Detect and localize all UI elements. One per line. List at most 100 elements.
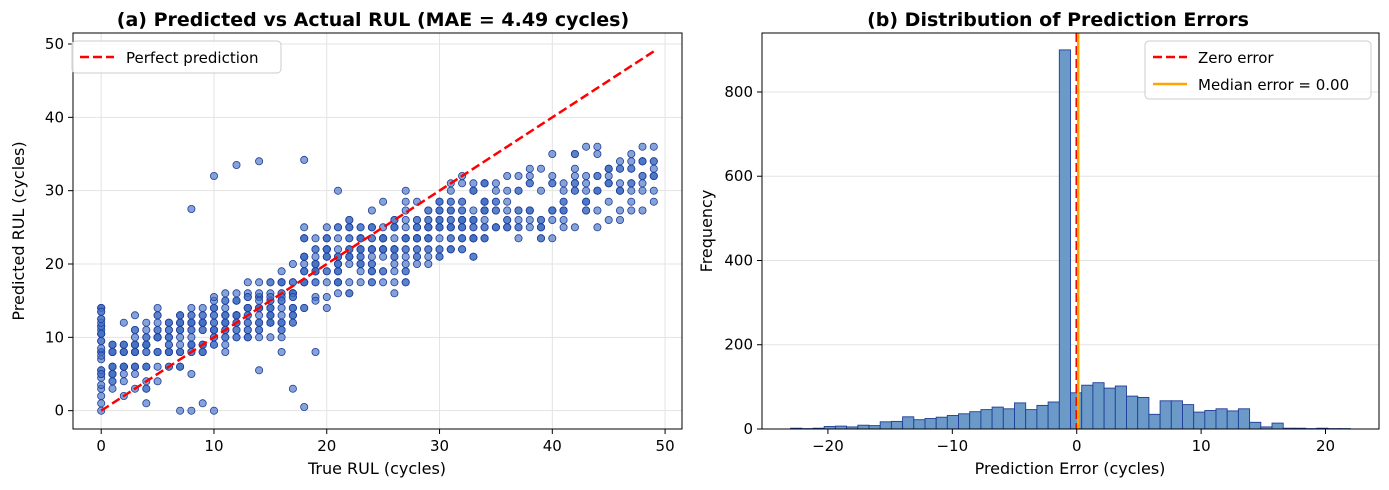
scatter-point <box>119 369 128 378</box>
scatter-point <box>582 206 591 215</box>
scatter-point <box>503 223 512 232</box>
scatter-point <box>390 278 399 287</box>
scatter-point <box>367 245 376 254</box>
scatter-point <box>176 406 185 415</box>
scatter-point <box>649 164 658 173</box>
scatter-point <box>503 215 512 224</box>
scatter-point <box>221 303 230 312</box>
scatter-point <box>390 245 399 254</box>
scatter-point <box>616 186 625 195</box>
scatter-point <box>356 278 365 287</box>
scatter-point <box>503 206 512 215</box>
scatter-point <box>176 362 185 371</box>
scatter-point <box>548 149 557 158</box>
scatter-point <box>345 252 354 261</box>
scatter-point <box>221 333 230 342</box>
scatter-point <box>649 171 658 180</box>
scatter-point <box>480 197 489 206</box>
scatter-point <box>221 340 230 349</box>
scatter-point <box>367 223 376 232</box>
scatter-point <box>333 186 342 195</box>
scatter-point <box>209 171 218 180</box>
panel-a-title: (a) Predicted vs Actual RUL (MAE = 4.49 … <box>117 9 629 31</box>
scatter-point <box>412 245 421 254</box>
scatter-point <box>108 377 117 386</box>
y-tick-label: 600 <box>724 167 753 185</box>
scatter-point <box>446 215 455 224</box>
scatter-point <box>243 333 252 342</box>
scatter-point <box>593 186 602 195</box>
scatter-point <box>570 164 579 173</box>
scatter-point <box>187 333 196 342</box>
scatter-point <box>176 347 185 356</box>
scatter-point <box>559 179 568 188</box>
x-tick-label: 10 <box>204 437 223 455</box>
scatter-point <box>627 197 636 206</box>
scatter-point <box>491 197 500 206</box>
scatter-point <box>322 267 331 276</box>
scatter-point <box>638 186 647 195</box>
scatter-point <box>446 197 455 206</box>
scatter-point <box>401 186 410 195</box>
perfect-prediction-line <box>100 50 655 412</box>
scatter-point <box>153 303 162 312</box>
scatter-point <box>333 289 342 298</box>
scatter-point <box>593 206 602 215</box>
scatter-point <box>548 171 557 180</box>
scatter-point <box>390 267 399 276</box>
scatter-point <box>311 252 320 261</box>
scatter-point <box>401 234 410 243</box>
scatter-point <box>187 204 196 213</box>
scatter-point <box>322 245 331 254</box>
scatter-point <box>446 234 455 243</box>
legend-zero-error: Zero error <box>1198 49 1274 67</box>
scatter-point <box>649 197 658 206</box>
scatter-point <box>221 289 230 298</box>
panel-a-ylabel: Predicted RUL (cycles) <box>9 141 28 320</box>
x-tick-label: 20 <box>1316 437 1335 455</box>
legend-perfect-prediction: Perfect prediction <box>126 49 259 67</box>
panel-a-y-ticks: 0 10 20 30 40 50 <box>45 35 73 420</box>
scatter-point <box>469 206 478 215</box>
scatter-point <box>153 333 162 342</box>
scatter-point <box>604 164 613 173</box>
scatter-point <box>288 259 297 268</box>
scatter-point <box>401 267 410 276</box>
scatter-point <box>345 215 354 224</box>
scatter-point <box>97 391 106 400</box>
scatter-point <box>288 292 297 301</box>
scatter-point <box>266 333 275 342</box>
scatter-point <box>198 318 207 327</box>
histogram-bar <box>1226 410 1239 430</box>
scatter-point <box>198 325 207 334</box>
scatter-point <box>627 157 636 166</box>
scatter-point <box>97 380 106 389</box>
scatter-point <box>649 186 658 195</box>
scatter-point <box>345 259 354 268</box>
scatter-point <box>401 223 410 232</box>
histogram-bar <box>890 420 904 430</box>
scatter-point <box>187 318 196 327</box>
panel-b-legend-box <box>1144 40 1372 100</box>
scatter-point <box>390 259 399 268</box>
scatter-point <box>649 157 658 166</box>
scatter-point <box>390 234 399 243</box>
scatter-point <box>582 142 591 151</box>
scatter-point <box>458 234 467 243</box>
scatter-point <box>627 206 636 215</box>
scatter-point <box>469 252 478 261</box>
scatter-point <box>255 366 264 375</box>
scatter-point <box>119 318 128 327</box>
scatter-point <box>119 347 128 356</box>
scatter-point <box>582 197 591 206</box>
y-tick-label: 30 <box>45 182 64 200</box>
scatter-point <box>187 303 196 312</box>
scatter-point <box>266 303 275 312</box>
y-tick-label: 40 <box>45 108 64 126</box>
scatter-point <box>582 179 591 188</box>
scatter-point <box>480 215 489 224</box>
scatter-point <box>356 259 365 268</box>
scatter-point <box>469 223 478 232</box>
scatter-point <box>153 377 162 386</box>
scatter-point <box>300 155 309 164</box>
